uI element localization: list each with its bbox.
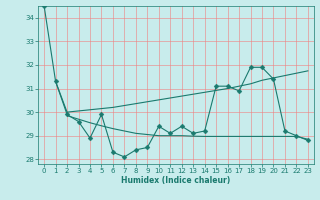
X-axis label: Humidex (Indice chaleur): Humidex (Indice chaleur) [121,176,231,185]
